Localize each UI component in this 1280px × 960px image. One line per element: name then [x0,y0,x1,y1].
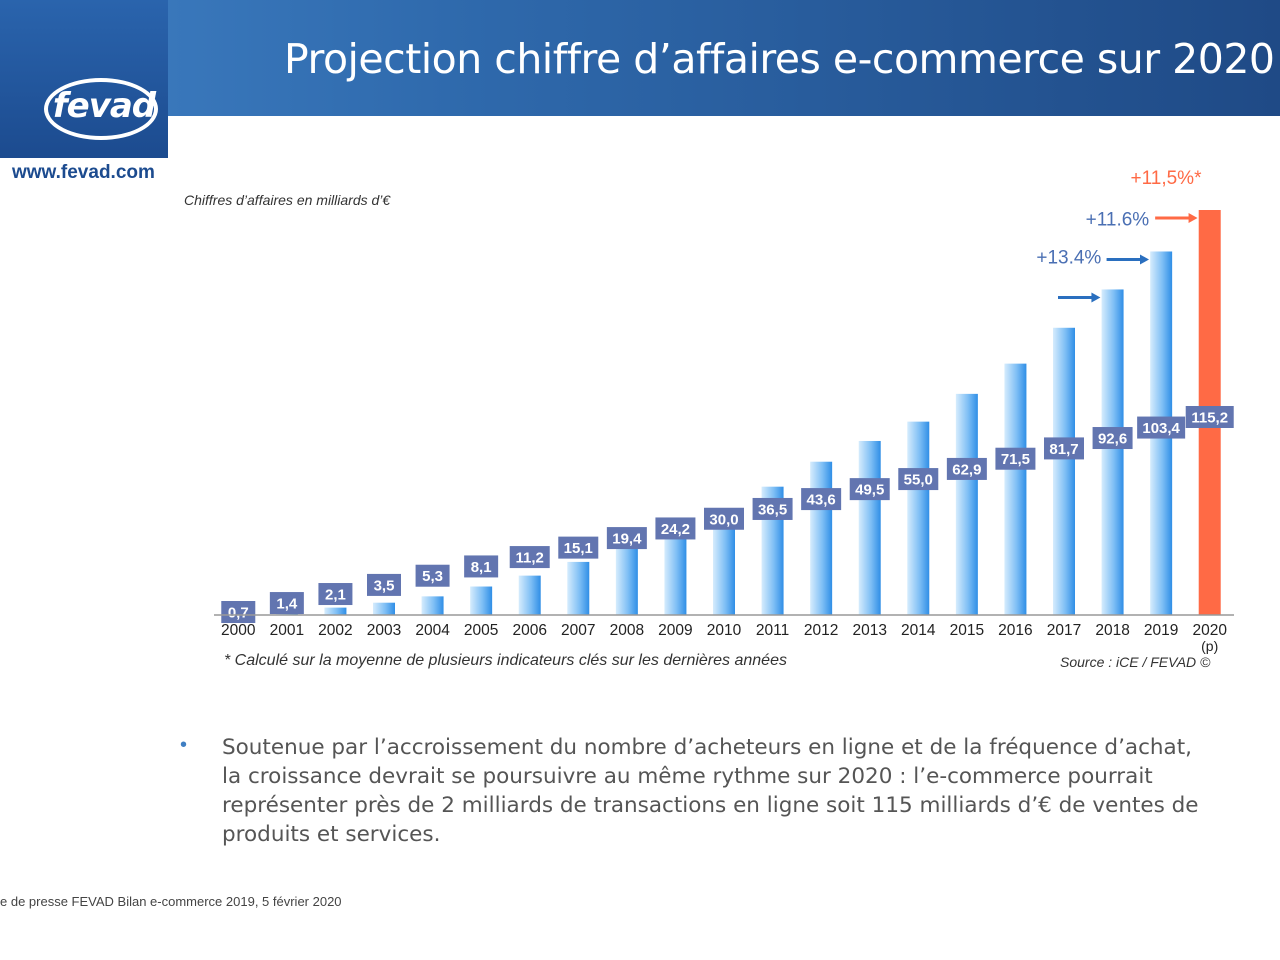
x-tick-label-0: 2000 [221,622,256,639]
svg-text:5,3: 5,3 [422,568,443,585]
svg-text:1,4: 1,4 [276,596,298,613]
svg-text:81,7: 81,7 [1049,441,1078,458]
bar-9 [664,529,687,615]
svg-text:49,5: 49,5 [855,482,884,499]
x-tick-label-20: 2020 [1192,622,1227,639]
chart-source: Source : iCE / FEVAD © [1060,654,1211,670]
value-label-11: 36,5 [752,497,793,520]
bar-13 [858,440,881,615]
x-tick-label-4: 2004 [415,622,450,639]
x-tick-label-7: 2007 [561,622,595,639]
footer-text: e de presse FEVAD Bilan e-commerce 2019,… [0,894,342,909]
svg-text:36,5: 36,5 [758,501,787,518]
value-label-4: 5,3 [415,564,450,587]
svg-text:30,0: 30,0 [709,511,738,528]
bar-2 [324,607,347,615]
logo-text: fevad [52,86,156,126]
x-tick-label-11: 2011 [756,622,789,639]
slide-title: Projection chiffre d’affaires e-commerce… [284,35,1275,83]
x-tick-label-16: 2016 [998,622,1032,639]
value-label-15: 62,9 [946,457,987,480]
logo-ring [44,78,158,140]
bar-6 [518,575,541,615]
value-label-5: 8,1 [464,555,499,578]
bar-7 [567,561,590,615]
x-tick-label-12: 2012 [804,622,838,639]
x-tick-label-19: 2019 [1144,622,1178,639]
svg-text:0,7: 0,7 [228,605,249,622]
svg-text:55,0: 55,0 [904,472,933,489]
x-tick-label-15: 2015 [950,622,984,639]
x-tick-label-9: 2009 [658,622,692,639]
value-label-16: 71,5 [995,447,1036,470]
value-label-13: 49,5 [849,478,890,501]
x-tick-label-17: 2017 [1047,622,1081,639]
value-label-6: 11,2 [509,546,550,569]
x-tick-label-5: 2005 [464,622,498,639]
growth-annotation-2: +11,5%* [1131,168,1203,223]
value-label-14: 55,0 [898,468,939,491]
x-tick-label-13: 2013 [852,622,886,639]
x-tick-label-2: 2002 [318,622,352,639]
value-label-10: 30,0 [704,507,744,530]
svg-text:103,4: 103,4 [1142,420,1180,437]
svg-text:15,1: 15,1 [564,540,593,557]
fevad-logo: fevad [0,0,168,158]
x-tick-label-10: 2010 [707,622,742,639]
bar-4 [421,596,444,615]
svg-text:115,2: 115,2 [1191,410,1228,427]
bar-14 [907,421,930,615]
bar-16 [1004,363,1027,615]
bar-5 [470,586,493,615]
value-label-7: 15,1 [558,536,599,559]
value-label-17: 81,7 [1044,437,1084,460]
bullet-text: Soutenue par l’accroissement du nombre d… [222,735,1199,847]
value-label-8: 19,4 [606,527,647,550]
bar-10 [713,509,735,615]
svg-text:11,2: 11,2 [516,550,544,567]
value-label-3: 3,5 [367,573,401,596]
svg-text:19,4: 19,4 [612,531,642,548]
x-tick-label-14: 2014 [901,622,936,639]
website-link[interactable]: www.fevad.com [12,162,155,183]
svg-text:+13.4%: +13.4% [1036,247,1101,268]
svg-text:24,2: 24,2 [661,521,690,538]
x-tick-label-6: 2006 [512,622,546,639]
value-label-0: 0,7 [221,601,256,623]
bar-17 [1053,327,1075,615]
x-tick-label-1: 2001 [270,622,304,639]
svg-text:2,1: 2,1 [325,587,346,604]
value-label-9: 24,2 [655,517,696,540]
revenue-bar-chart: 0,7 1,4 2,1 3,5 5,3 8,1 11,2 15,1 19,4 24,2 30,0 36… [214,168,1234,654]
value-label-1: 1,4 [269,592,304,615]
bar-3 [373,602,395,615]
value-label-20: 115,2 [1185,406,1234,428]
bar-8 [615,546,638,615]
bar-18 [1101,289,1124,615]
svg-text:62,9: 62,9 [952,461,981,478]
svg-text:8,1: 8,1 [471,559,492,576]
svg-text:+11.6%: +11.6% [1086,209,1150,230]
value-label-12: 43,6 [801,488,842,511]
value-label-19: 103,4 [1137,416,1186,439]
growth-annotation-1: +11.6% [1086,209,1150,265]
value-label-18: 92,6 [1092,427,1133,450]
bar-15 [955,393,978,615]
value-label-2: 2,1 [318,583,353,606]
svg-text:43,6: 43,6 [807,492,836,509]
bar-12 [810,461,833,615]
x-tick-label-18: 2018 [1095,622,1129,639]
svg-text:3,5: 3,5 [374,577,395,594]
svg-text:71,5: 71,5 [1001,451,1030,468]
x-tick-label-20-sub: (p) [1201,638,1218,654]
units-label: Chiffres d’affaires en milliards d’€ [184,192,391,208]
growth-annotation-0: +13.4% [1036,247,1101,303]
chart-footnote: * Calculé sur la moyenne de plusieurs in… [224,652,787,669]
header-band [0,0,1280,116]
x-tick-label-8: 2008 [610,622,644,639]
svg-text:+11,5%*: +11,5%* [1131,168,1203,189]
x-tick-label-3: 2003 [367,622,401,639]
svg-text:92,6: 92,6 [1098,431,1127,448]
bullet-icon: • [180,734,188,756]
